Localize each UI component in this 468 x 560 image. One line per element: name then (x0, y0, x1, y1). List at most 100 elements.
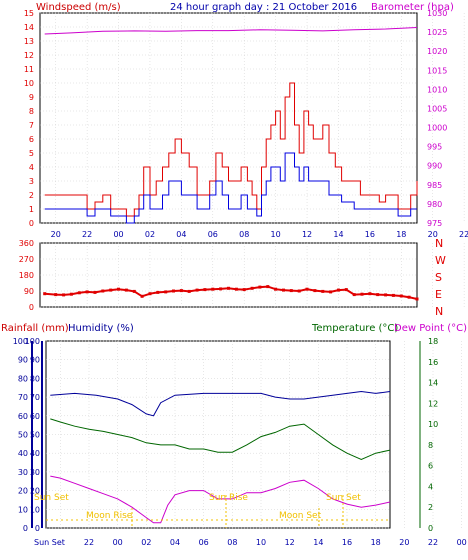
dewpoint-axis-title: Dew Point (°C) (394, 323, 467, 334)
direction-y-tick-label: 90 (24, 287, 34, 296)
time-tick-label-top: 20 (428, 230, 438, 239)
temperature-y-tick-label: 2 (428, 503, 433, 512)
sun-set-left-label: Sun Set (34, 493, 69, 503)
time-tick-label-bottom: 18 (371, 538, 381, 547)
humidity-y-tick-label: 50 (30, 431, 40, 440)
series-layer (43, 27, 419, 524)
barometer-y-tick-label: 1020 (427, 47, 447, 56)
humidity-y-tick-label: 70 (30, 393, 40, 402)
rainfall-y-tick-label: 40 (18, 449, 28, 458)
rainfall-y-tick-label: 20 (18, 487, 28, 496)
rainfall-y-tick-label: 10 (18, 505, 28, 514)
time-tick-label-top: 22 (82, 230, 92, 239)
rainfall-y-tick-label: 50 (18, 431, 28, 440)
temperature-axis-title: Temperature (°C) (311, 323, 398, 334)
wind-y-tick-label: 0 (29, 219, 34, 228)
rainfall-y-tick-label: 60 (18, 412, 28, 421)
rainfall-y-tick-label: 80 (18, 374, 28, 383)
humidity-axis-title: Humidity (%) (68, 323, 134, 334)
temperature-y-tick-label: 18 (428, 337, 438, 346)
humidity-y-tick-label: 10 (30, 505, 40, 514)
time-tick-label-top: 02 (145, 230, 155, 239)
barometer-y-tick-label: 1010 (427, 85, 447, 94)
time-tick-label-top: 00 (113, 230, 123, 239)
barometer-y-tick-label: 985 (427, 181, 442, 190)
wind-y-tick-label: 1 (29, 205, 34, 214)
compass-label: E (435, 288, 442, 301)
wind-y-tick-label: 5 (29, 149, 34, 158)
humidity-y-tick-label: 60 (30, 412, 40, 421)
time-tick-label-top: 20 (51, 230, 61, 239)
time-tick-label-bottom: 08 (227, 538, 237, 547)
wind-panel-frame (39, 12, 418, 224)
wind-y-tick-label: 7 (29, 121, 34, 130)
time-tick-label-bottom: 00 (457, 538, 467, 547)
sun-rise-label: Sun Rise (209, 493, 248, 503)
barometer-line (44, 27, 418, 35)
direction-y-tick-label: 270 (19, 255, 34, 264)
time-tick-label-top: 18 (396, 230, 406, 239)
rainfall-y-tick-label: 70 (18, 393, 28, 402)
time-tick-label-bottom: 04 (170, 538, 180, 547)
time-tick-label-top: 08 (239, 230, 249, 239)
direction-y-tick-label: 180 (19, 271, 34, 280)
sun-set-axis-label: Sun Set (34, 538, 65, 547)
wind-y-tick-label: 6 (29, 135, 34, 144)
temperature-y-tick-label: 6 (428, 462, 433, 471)
temperature-y-tick-label: 8 (428, 441, 433, 450)
time-tick-label-bottom: 14 (313, 538, 323, 547)
climate-series-line-0 (50, 390, 391, 417)
humidity-y-tick-label: 20 (30, 487, 40, 496)
wind-y-tick-label: 15 (24, 9, 34, 18)
moon-set-label: Moon Set (279, 511, 322, 521)
compass-label: W (435, 254, 446, 267)
time-tick-label-top: 22 (459, 230, 468, 239)
wind-average-line (44, 152, 417, 224)
tick-label-layer: 0123456789101112131415975980985990995100… (13, 9, 468, 547)
direction-y-tick-label: 360 (19, 239, 34, 248)
wind-y-tick-label: 13 (24, 37, 34, 46)
temperature-y-tick-label: 0 (428, 524, 433, 533)
direction-trace (44, 285, 418, 300)
barometer-y-tick-label: 1030 (427, 9, 447, 18)
compass-label: S (435, 271, 442, 284)
barometer-y-tick-label: 1025 (427, 28, 447, 37)
compass-label: N (435, 305, 443, 318)
humidity-y-tick-label: 30 (30, 468, 40, 477)
wind-y-tick-label: 14 (24, 23, 34, 32)
windspeed-axis-title: Windspeed (m/s) (36, 2, 121, 13)
time-tick-label-top: 16 (365, 230, 375, 239)
time-tick-label-bottom: 06 (199, 538, 209, 547)
temperature-y-tick-label: 12 (428, 399, 438, 408)
time-tick-label-top: 10 (271, 230, 281, 239)
wind-gust-line (44, 82, 418, 217)
temperature-y-tick-label: 14 (428, 379, 438, 388)
wind-y-tick-label: 10 (24, 79, 34, 88)
humidity-y-tick-label: 40 (30, 449, 40, 458)
humidity-y-tick-label: 80 (30, 374, 40, 383)
humidity-y-tick-label: 90 (30, 356, 40, 365)
time-tick-label-bottom: 00 (113, 538, 123, 547)
barometer-y-tick-label: 990 (427, 162, 442, 171)
compass-label: N (435, 237, 443, 250)
time-tick-label-bottom: 22 (84, 538, 94, 547)
rainfall-y-tick-label: 0 (23, 524, 28, 533)
rainfall-y-tick-label: 100 (13, 337, 28, 346)
direction-panel-frame (39, 242, 418, 308)
time-tick-label-top: 04 (176, 230, 186, 239)
barometer-y-tick-label: 975 (427, 219, 442, 228)
temperature-y-tick-label: 4 (428, 482, 433, 491)
barometer-y-tick-label: 995 (427, 143, 442, 152)
barometer-y-tick-label: 1015 (427, 66, 447, 75)
time-tick-label-bottom: 12 (285, 538, 295, 547)
climate-series-line-1 (50, 418, 391, 460)
wind-y-tick-label: 4 (29, 163, 34, 172)
humidity-y-tick-label: 100 (25, 337, 40, 346)
temperature-y-tick-label: 10 (428, 420, 438, 429)
direction-y-tick-label: 0 (29, 303, 34, 312)
time-tick-label-top: 06 (208, 230, 218, 239)
time-tick-label-bottom: 16 (342, 538, 352, 547)
time-tick-label-bottom: 22 (428, 538, 438, 547)
